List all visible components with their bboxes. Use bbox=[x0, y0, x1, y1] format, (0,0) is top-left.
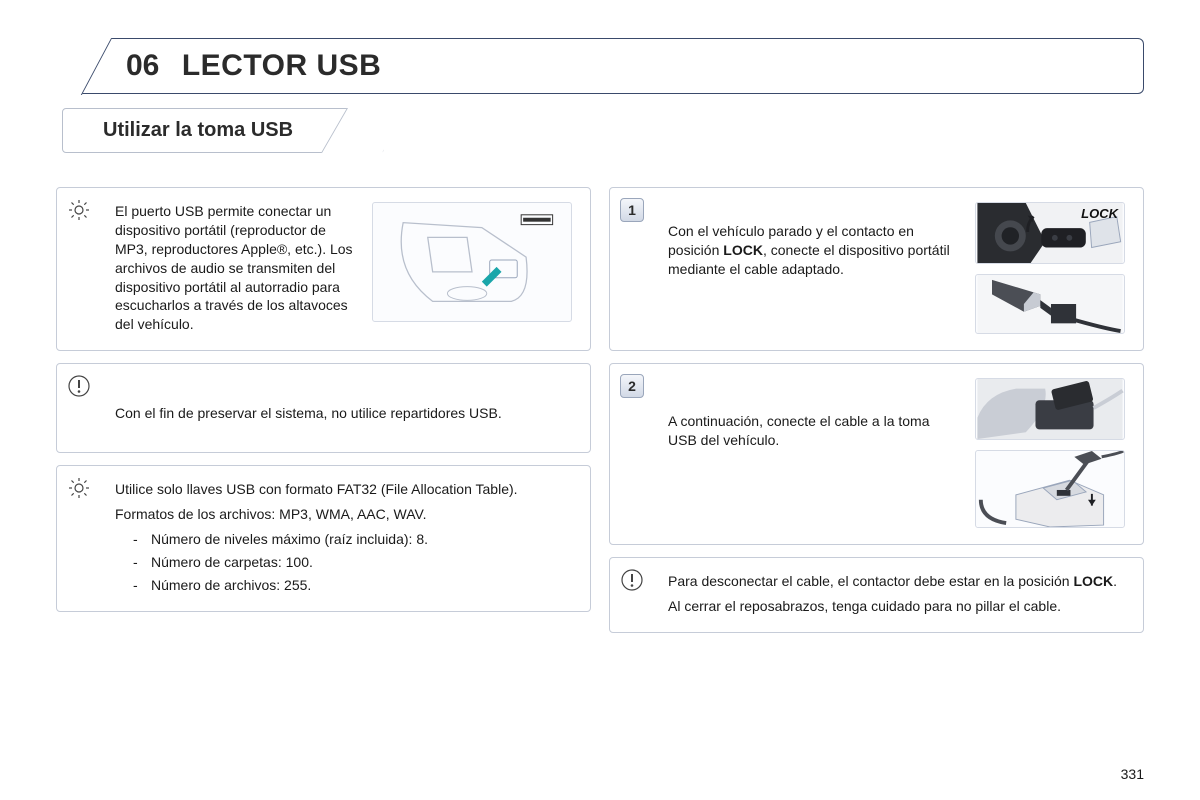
usb-plug-illustration bbox=[975, 274, 1125, 334]
paragraph: Con el fin de preservar el sistema, no u… bbox=[115, 404, 572, 423]
paragraph: A continuación, conecte el cable a la to… bbox=[668, 412, 961, 450]
usb-socket-illustration bbox=[975, 450, 1125, 528]
step-2-box: 2 A continuación, conecte el cable a la … bbox=[609, 363, 1144, 545]
ignition-lock-illustration: LOCK bbox=[975, 202, 1125, 264]
step-2-illustrations bbox=[975, 378, 1125, 528]
step-1-box: 1 Con el vehículo parado y el contacto e… bbox=[609, 187, 1144, 351]
page-number: 331 bbox=[1121, 766, 1144, 782]
console-illustration bbox=[372, 202, 572, 322]
step-number-badge: 2 bbox=[620, 374, 644, 398]
chapter-number: 06 bbox=[126, 49, 159, 82]
format-limits-list: Número de niveles máximo (raíz incluida)… bbox=[115, 530, 572, 595]
step-number-badge: 1 bbox=[620, 198, 644, 222]
right-column: 1 Con el vehículo parado y el contacto e… bbox=[609, 187, 1144, 633]
lightbulb-icon bbox=[67, 476, 91, 500]
warning-box-disconnect: Para desconectar el cable, el contactor … bbox=[609, 557, 1144, 633]
step-1-illustrations: LOCK bbox=[975, 202, 1125, 334]
armrest-illustration bbox=[975, 378, 1125, 440]
paragraph: Formatos de los archivos: MP3, WMA, AAC,… bbox=[115, 505, 572, 524]
warning-box-no-hub: Con el fin de preservar el sistema, no u… bbox=[56, 363, 591, 453]
paragraph: Utilice solo llaves USB con formato FAT3… bbox=[115, 480, 572, 499]
paragraph: Para desconectar el cable, el contactor … bbox=[668, 572, 1125, 591]
list-item: Número de archivos: 255. bbox=[133, 576, 572, 595]
list-item: Número de carpetas: 100. bbox=[133, 553, 572, 572]
section-subtitle: Utilizar la toma USB bbox=[103, 119, 293, 141]
paragraph: Al cerrar el reposabrazos, tenga cuidado… bbox=[668, 597, 1125, 616]
list-item: Número de niveles máximo (raíz incluida)… bbox=[133, 530, 572, 549]
chapter-title: LECTOR USB bbox=[182, 49, 381, 82]
paragraph: El puerto USB permite conectar un dispos… bbox=[115, 202, 358, 334]
section-subtitle-bar: Utilizar la toma USB bbox=[62, 108, 384, 153]
lightbulb-icon bbox=[67, 198, 91, 222]
left-column: El puerto USB permite conectar un dispos… bbox=[56, 187, 591, 633]
paragraph: Con el vehículo parado y el contacto en … bbox=[668, 222, 961, 279]
info-box-usb-port: El puerto USB permite conectar un dispos… bbox=[56, 187, 591, 351]
info-box-formats: Utilice solo llaves USB con formato FAT3… bbox=[56, 465, 591, 611]
exclamation-icon bbox=[67, 374, 91, 398]
lock-label: LOCK bbox=[1081, 205, 1118, 223]
chapter-title-bar: 06 LECTOR USB bbox=[56, 38, 1144, 94]
exclamation-icon bbox=[620, 568, 644, 592]
